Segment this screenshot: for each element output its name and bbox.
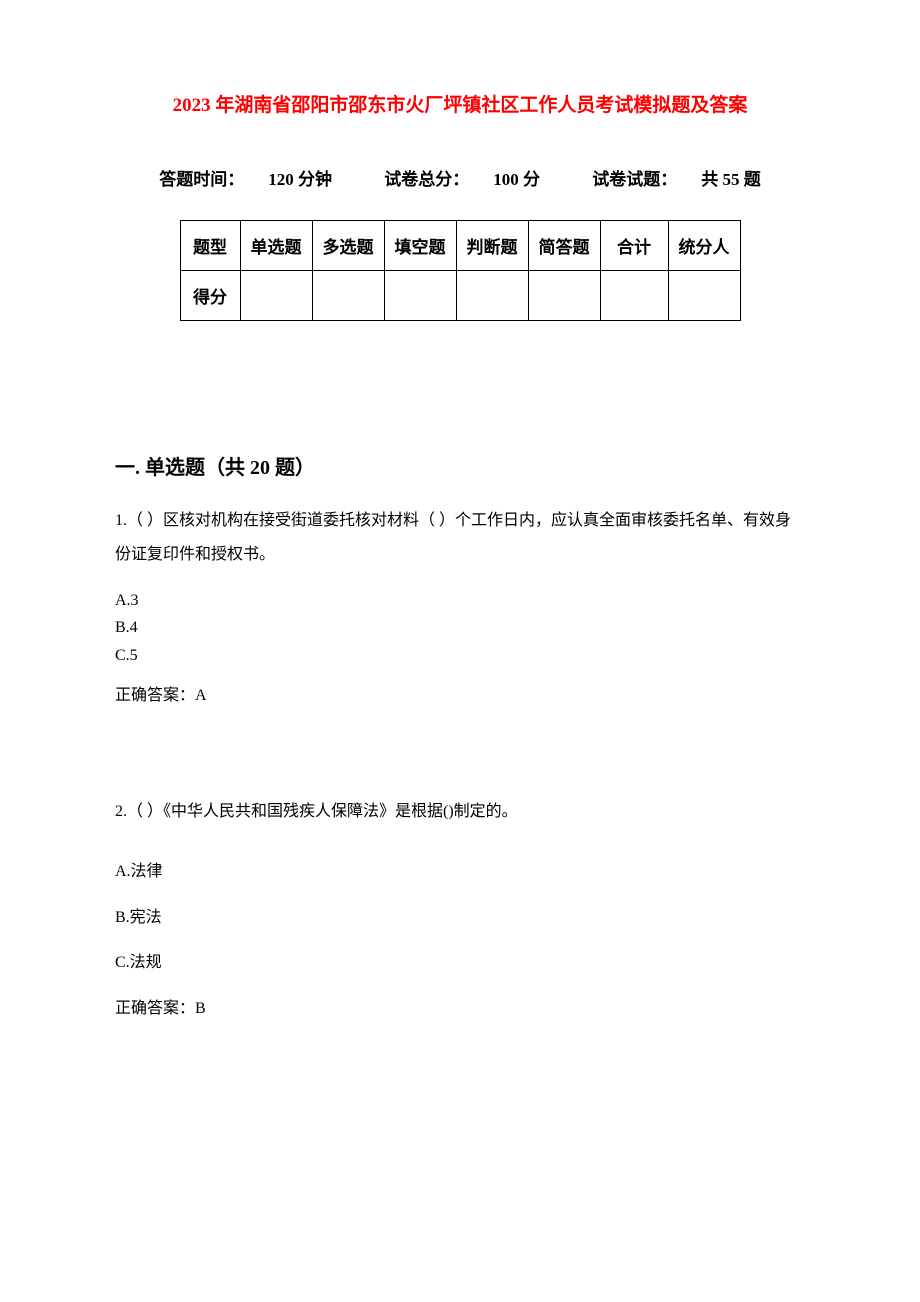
- table-header-cell: 统分人: [668, 221, 740, 271]
- table-header-cell: 判断题: [456, 221, 528, 271]
- question-text: 2.（ ）《中华人民共和国残疾人保障法》是根据()制定的。: [115, 795, 805, 829]
- answer-label: 正确答案：: [115, 1000, 195, 1017]
- question-options: A.3 B.4 C.5: [115, 587, 805, 669]
- question-body: （ ）区核对机构在接受街道委托核对材料（ ）个工作日内，应认真全面审核委托名单、…: [115, 512, 791, 563]
- section-title: 一. 单选题（共 20 题）: [115, 451, 805, 480]
- table-cell: [668, 271, 740, 321]
- question-body: （ ）《中华人民共和国残疾人保障法》是根据()制定的。: [127, 803, 518, 820]
- question-answer: 正确答案：A: [115, 681, 805, 705]
- subtitle-count: 试卷试题：共 55 题: [580, 170, 773, 189]
- table-cell: [600, 271, 668, 321]
- question-number: 2.: [115, 803, 127, 820]
- table-header-cell: 题型: [180, 221, 240, 271]
- subtitle-total: 试卷总分：100 分: [372, 170, 552, 189]
- table-header-row: 题型 单选题 多选题 填空题 判断题 简答题 合计 统分人: [180, 221, 740, 271]
- title-rest: 年湖南省邵阳市邵东市火厂坪镇社区工作人员考试模拟题及答案: [211, 95, 748, 116]
- table-cell: 得分: [180, 271, 240, 321]
- subtitle-time: 答题时间：120 分钟: [147, 170, 344, 189]
- question-answer: 正确答案：B: [115, 994, 805, 1018]
- document-title: 2023 年湖南省邵阳市邵东市火厂坪镇社区工作人员考试模拟题及答案: [115, 90, 805, 117]
- table-header-cell: 简答题: [528, 221, 600, 271]
- answer-label: 正确答案：: [115, 687, 195, 704]
- question-2: 2.（ ）《中华人民共和国残疾人保障法》是根据()制定的。 A.法律 B.宪法 …: [115, 795, 805, 1018]
- table-cell: [456, 271, 528, 321]
- option-c: C.法规: [115, 949, 805, 976]
- question-options: A.法律 B.宪法 C.法规: [115, 858, 805, 976]
- table-row: 得分: [180, 271, 740, 321]
- question-number: 1.: [115, 512, 127, 529]
- answer-value: A: [195, 687, 207, 704]
- document-subtitle: 答题时间：120 分钟 试卷总分：100 分 试卷试题：共 55 题: [115, 165, 805, 190]
- table-header-cell: 填空题: [384, 221, 456, 271]
- option-b: B.宪法: [115, 904, 805, 931]
- option-b: B.4: [115, 614, 805, 641]
- table-cell: [312, 271, 384, 321]
- option-c: C.5: [115, 642, 805, 669]
- title-year: 2023: [173, 95, 211, 116]
- option-a: A.法律: [115, 858, 805, 885]
- table-cell: [528, 271, 600, 321]
- table-header-cell: 合计: [600, 221, 668, 271]
- table-cell: [384, 271, 456, 321]
- answer-value: B: [195, 1000, 206, 1017]
- table-header-cell: 单选题: [240, 221, 312, 271]
- score-table: 题型 单选题 多选题 填空题 判断题 简答题 合计 统分人 得分: [180, 220, 741, 321]
- table-cell: [240, 271, 312, 321]
- option-a: A.3: [115, 587, 805, 614]
- table-header-cell: 多选题: [312, 221, 384, 271]
- question-1: 1.（ ）区核对机构在接受街道委托核对材料（ ）个工作日内，应认真全面审核委托名…: [115, 504, 805, 705]
- question-text: 1.（ ）区核对机构在接受街道委托核对材料（ ）个工作日内，应认真全面审核委托名…: [115, 504, 805, 571]
